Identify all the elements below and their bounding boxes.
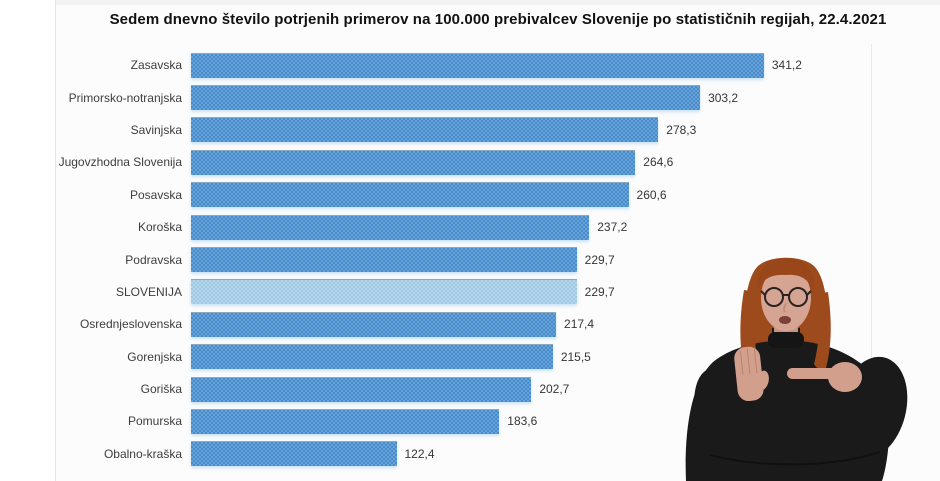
bar-track: 278,3	[191, 117, 871, 143]
bar-track: 217,4	[191, 311, 871, 337]
bar	[191, 408, 500, 434]
category-label: Posavska	[129, 187, 182, 202]
bar	[191, 85, 701, 111]
interpreter-right-forearm	[850, 374, 900, 410]
value-label: 341,2	[771, 58, 802, 73]
bar-row: Gorenjska 215,5	[56, 341, 871, 373]
bar-track: 229,7	[191, 279, 871, 305]
category-label: Koroška	[137, 220, 182, 235]
bar	[191, 311, 557, 337]
category-label: Jugovzhodna Slovenija	[58, 155, 182, 170]
plot-right-border	[871, 44, 872, 470]
interpreter-hair-strand-right	[814, 292, 831, 369]
category-label: SLOVENIJA	[115, 284, 182, 299]
bar-track: 183,6	[191, 408, 871, 434]
interpreter-left-hand	[734, 346, 769, 402]
value-label: 122,4	[404, 446, 435, 461]
bar-track: 260,6	[191, 182, 871, 208]
bar	[191, 149, 636, 175]
interpreter-face	[761, 265, 811, 331]
value-label: 278,3	[666, 122, 697, 137]
value-label: 303,2	[708, 90, 739, 105]
interpreter-nose	[783, 302, 787, 313]
value-label: 229,7	[584, 284, 615, 299]
category-label: Savinjska	[130, 122, 182, 137]
bar-track: 264,6	[191, 149, 871, 175]
value-label: 215,5	[560, 349, 591, 364]
chart-title: Sedem dnevno število potrjenih primerov …	[109, 11, 887, 28]
bar-track: 122,4	[191, 441, 871, 467]
category-label: Pomurska	[127, 414, 182, 429]
bar-rows: Zasavska 341,2 Primorsko-notranjska 303,2 Sa…	[56, 49, 871, 470]
bar-row: Podravska 229,7	[56, 243, 871, 275]
bar-row: Savinjska 278,3	[56, 114, 871, 146]
bar-row: Pomurska 183,6	[56, 405, 871, 437]
category-label: Primorsko-notranjska	[68, 90, 182, 105]
interpreter-glasses	[760, 287, 812, 307]
bar-row: SLOVENIJA 229,7	[56, 276, 871, 308]
bar-row: Zasavska 341,2	[56, 49, 871, 81]
bar	[191, 52, 764, 78]
interpreter-pointing-hand	[787, 362, 862, 392]
value-label: 264,6	[643, 155, 674, 170]
bar-row: Jugovzhodna Slovenija 264,6	[56, 146, 871, 178]
category-label: Osrednjeslovenska	[79, 317, 182, 332]
bar	[191, 344, 553, 370]
value-label: 229,7	[584, 252, 615, 267]
interpreter-waist-seam	[709, 451, 881, 466]
interpreter-mouth	[779, 316, 791, 324]
sign-language-interpreter	[685, 257, 908, 481]
category-label: Obalno-kraška	[103, 446, 182, 461]
bar	[191, 376, 532, 402]
chart-slide: Sedem dnevno število potrjenih primerov …	[55, 0, 940, 481]
bar-track: 229,7	[191, 247, 871, 273]
interpreter-bangs	[757, 258, 815, 292]
value-label: 237,2	[597, 220, 628, 235]
bar	[191, 247, 577, 273]
interpreter-left-sleeve	[694, 368, 750, 462]
category-label: Goriška	[140, 382, 182, 397]
bar-row: Koroška 237,2	[56, 211, 871, 243]
bar-row: Goriška 202,7	[56, 373, 871, 405]
interpreter-collar	[768, 332, 804, 348]
bar-track: 341,2	[191, 52, 871, 78]
value-label: 260,6	[636, 187, 667, 202]
bar	[191, 214, 590, 240]
category-label: Podravska	[125, 252, 182, 267]
value-label: 202,7	[539, 382, 570, 397]
category-label: Zasavska	[130, 58, 182, 73]
bar-track: 215,5	[191, 344, 871, 370]
bar	[191, 441, 397, 467]
bar-row: Posavska 260,6	[56, 179, 871, 211]
bar-row: Obalno-kraška 122,4	[56, 438, 871, 470]
category-label: Gorenjska	[127, 349, 182, 364]
bar	[191, 117, 659, 143]
bar-track: 237,2	[191, 214, 871, 240]
value-label: 183,6	[507, 414, 538, 429]
bar-row: Primorsko-notranjska 303,2	[56, 81, 871, 113]
bar-highlight	[191, 279, 577, 305]
bar	[191, 182, 629, 208]
bar-track: 303,2	[191, 85, 871, 111]
bar-track: 202,7	[191, 376, 871, 402]
bar-row: Osrednjeslovenska 217,4	[56, 308, 871, 340]
value-label: 217,4	[564, 317, 595, 332]
